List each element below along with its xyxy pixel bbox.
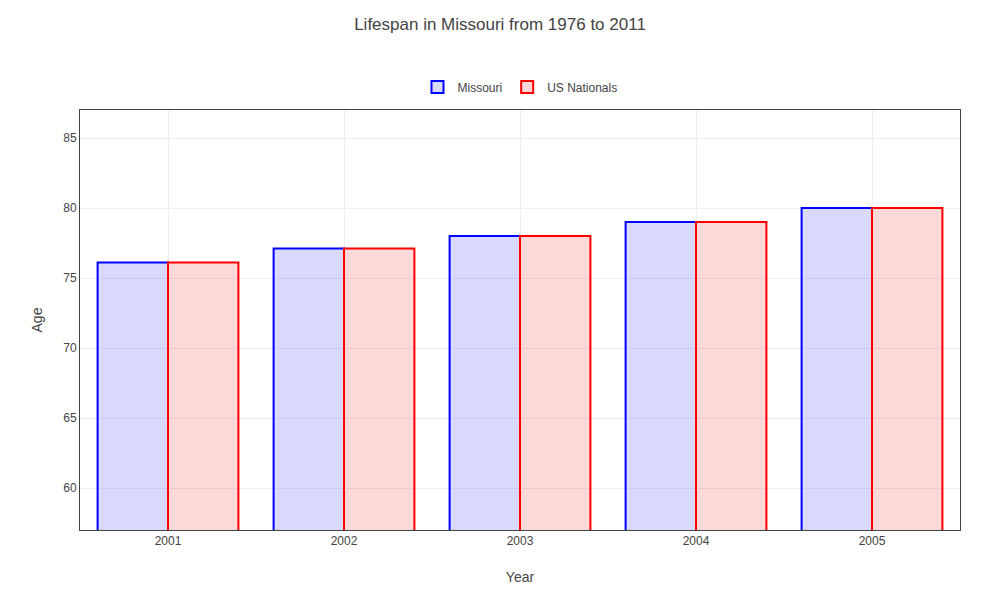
svg-text:2001: 2001 xyxy=(155,534,182,548)
svg-text:US Nationals: US Nationals xyxy=(547,81,617,95)
svg-text:2002: 2002 xyxy=(331,534,358,548)
svg-text:Lifespan in Missouri from 1976: Lifespan in Missouri from 1976 to 2011 xyxy=(354,15,646,34)
svg-text:2004: 2004 xyxy=(683,534,710,548)
svg-text:75: 75 xyxy=(63,271,77,285)
svg-text:65: 65 xyxy=(63,411,77,425)
svg-text:2003: 2003 xyxy=(507,534,534,548)
svg-text:80: 80 xyxy=(63,201,77,215)
svg-text:60: 60 xyxy=(63,481,77,495)
svg-text:85: 85 xyxy=(63,131,77,145)
svg-text:Missouri: Missouri xyxy=(458,81,503,95)
svg-text:2005: 2005 xyxy=(859,534,886,548)
svg-text:Year: Year xyxy=(506,569,535,585)
svg-text:Age: Age xyxy=(29,307,45,332)
svg-text:70: 70 xyxy=(63,341,77,355)
